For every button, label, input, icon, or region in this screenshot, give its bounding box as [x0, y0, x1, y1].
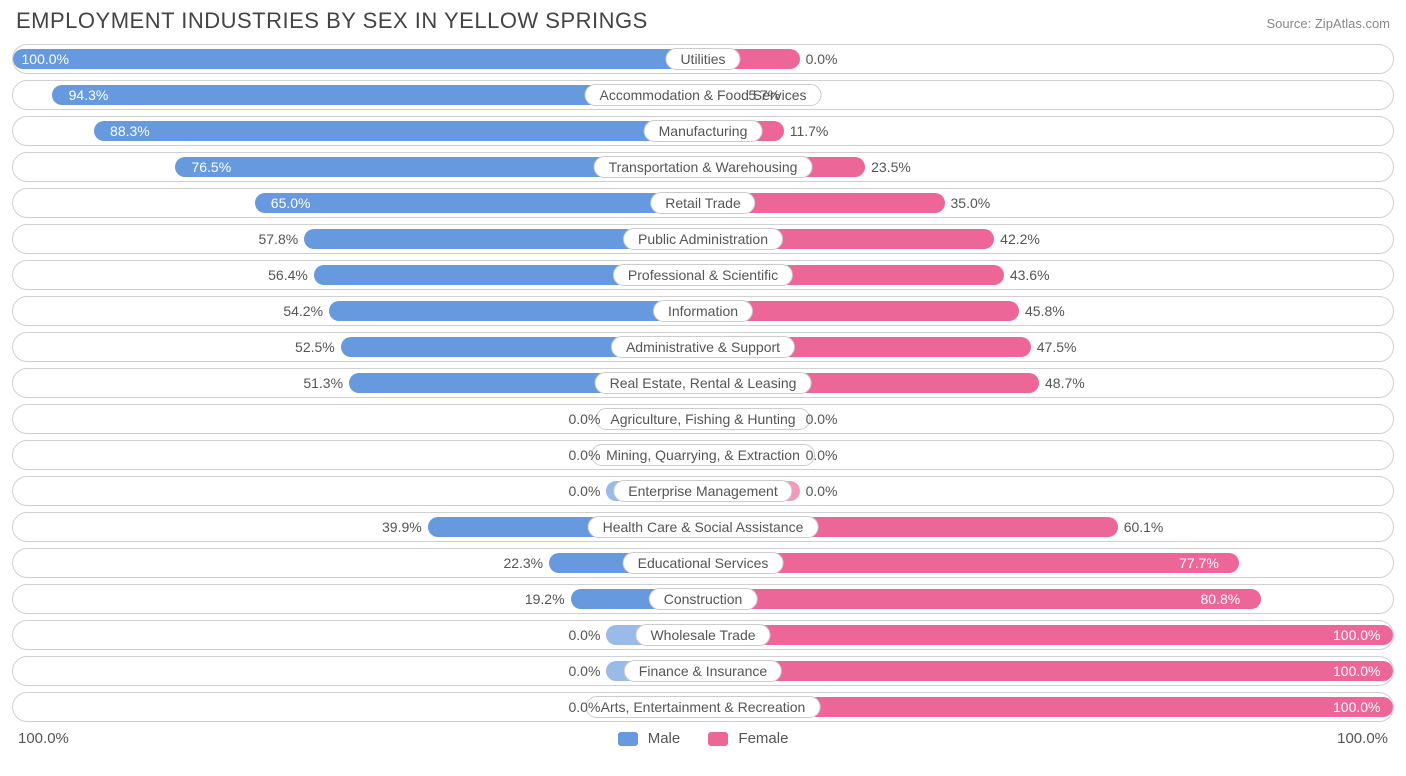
category-label: Educational Services: [623, 552, 784, 574]
category-label: Manufacturing: [644, 120, 763, 142]
axis-left-label: 100.0%: [18, 730, 69, 747]
chart-row: Educational Services 22.3% 77.7%: [12, 548, 1394, 578]
male-value: 52.5%: [295, 339, 335, 355]
chart-title: EMPLOYMENT INDUSTRIES BY SEX IN YELLOW S…: [16, 8, 648, 34]
category-label: Health Care & Social Assistance: [588, 516, 819, 538]
female-value: 0.0%: [806, 447, 838, 463]
category-label: Real Estate, Rental & Leasing: [595, 372, 812, 394]
chart-row: Wholesale Trade 0.0% 100.0%: [12, 620, 1394, 650]
male-value: 19.2%: [525, 591, 565, 607]
chart-row: Public Administration 57.8% 42.2%: [12, 224, 1394, 254]
male-bar: [329, 301, 703, 321]
female-value: 11.7%: [790, 123, 829, 139]
male-value: 56.4%: [268, 267, 308, 283]
female-value: 5.7%: [748, 87, 780, 103]
category-label: Retail Trade: [650, 192, 755, 214]
female-bar: [703, 661, 1393, 681]
chart-rows: Utilities 100.0% 0.0% Accommodation & Food …: [12, 44, 1394, 722]
male-value: 0.0%: [568, 627, 600, 643]
chart-row: Arts, Entertainment & Recreation0.0% 100.…: [12, 692, 1394, 722]
female-value: 45.8%: [1025, 303, 1065, 319]
chart-row: Accommodation & Food Services 94.3% 5.7%: [12, 80, 1394, 110]
category-label: Transportation & Warehousing: [594, 156, 813, 178]
female-value: 42.2%: [1000, 231, 1040, 247]
category-label: Enterprise Management: [613, 480, 792, 502]
category-label: Wholesale Trade: [635, 624, 770, 646]
chart-row: Agriculture, Fishing & Hunting0.0% 0.0%: [12, 404, 1394, 434]
chart-row: Professional & Scientific 56.4% 43.6%: [12, 260, 1394, 290]
category-label: Public Administration: [623, 228, 783, 250]
chart-footer: 100.0% Male Female 100.0%: [12, 730, 1394, 747]
male-value: 54.2%: [283, 303, 323, 319]
chart-header: EMPLOYMENT INDUSTRIES BY SEX IN YELLOW S…: [12, 8, 1394, 44]
female-value: 100.0%: [1333, 699, 1380, 715]
category-label: Information: [653, 300, 753, 322]
female-value: 47.5%: [1037, 339, 1077, 355]
chart-row: Finance & Insurance 0.0% 100.0%: [12, 656, 1394, 686]
male-bar: [94, 121, 703, 141]
male-value: 0.0%: [568, 447, 600, 463]
chart-row: Mining, Quarrying, & Extraction0.0% 0.0%: [12, 440, 1394, 470]
chart-row: Real Estate, Rental & Leasing 51.3% 48.7%: [12, 368, 1394, 398]
male-bar: [13, 49, 703, 69]
category-label: Construction: [649, 588, 758, 610]
legend-female-swatch: [708, 732, 728, 746]
male-value: 0.0%: [568, 699, 600, 715]
male-value: 76.5%: [191, 159, 231, 175]
male-value: 65.0%: [271, 195, 311, 211]
category-label: Professional & Scientific: [613, 264, 793, 286]
legend: Male Female: [69, 730, 1337, 747]
chart-row: Administrative & Support 52.5% 47.5%: [12, 332, 1394, 362]
male-value: 88.3%: [110, 123, 150, 139]
female-value: 0.0%: [806, 51, 838, 67]
female-value: 77.7%: [1179, 555, 1219, 571]
legend-male-swatch: [618, 732, 638, 746]
legend-female: Female: [708, 730, 788, 747]
axis-right-label: 100.0%: [1337, 730, 1388, 747]
chart-row: Manufacturing 88.3% 11.7%: [12, 116, 1394, 146]
male-value: 39.9%: [382, 519, 422, 535]
chart-row: Transportation & Warehousing 76.5% 23.5%: [12, 152, 1394, 182]
category-label: Utilities: [665, 48, 740, 70]
female-value: 60.1%: [1124, 519, 1164, 535]
female-value: 48.7%: [1045, 375, 1085, 391]
female-bar: [703, 589, 1261, 609]
chart-row: Construction 19.2% 80.8%: [12, 584, 1394, 614]
male-value: 94.3%: [69, 87, 109, 103]
male-bar: [255, 193, 704, 213]
chart-row: Information 54.2% 45.8%: [12, 296, 1394, 326]
legend-male-label: Male: [648, 730, 681, 747]
female-value: 100.0%: [1333, 663, 1380, 679]
legend-female-label: Female: [738, 730, 788, 747]
category-label: Mining, Quarrying, & Extraction: [591, 444, 815, 466]
female-value: 23.5%: [871, 159, 911, 175]
female-bar: [703, 553, 1239, 573]
chart-row: Retail Trade 65.0% 35.0%: [12, 188, 1394, 218]
male-value: 0.0%: [568, 483, 600, 499]
chart-row: Health Care & Social Assistance 39.9% 60.1…: [12, 512, 1394, 542]
female-value: 100.0%: [1333, 627, 1380, 643]
female-value: 43.6%: [1010, 267, 1050, 283]
male-value: 57.8%: [258, 231, 298, 247]
category-label: Arts, Entertainment & Recreation: [586, 696, 821, 718]
chart-row: Utilities 100.0% 0.0%: [12, 44, 1394, 74]
male-value: 22.3%: [503, 555, 543, 571]
category-label: Administrative & Support: [611, 336, 795, 358]
male-value: 0.0%: [568, 663, 600, 679]
category-label: Finance & Insurance: [624, 660, 782, 682]
male-value: 100.0%: [22, 51, 69, 67]
male-value: 0.0%: [568, 411, 600, 427]
female-value: 80.8%: [1201, 591, 1241, 607]
male-value: 51.3%: [303, 375, 343, 391]
category-label: Agriculture, Fishing & Hunting: [595, 408, 810, 430]
category-label: Accommodation & Food Services: [585, 84, 822, 106]
female-value: 0.0%: [806, 411, 838, 427]
female-value: 35.0%: [951, 195, 991, 211]
female-value: 0.0%: [806, 483, 838, 499]
female-bar: [703, 625, 1393, 645]
chart-row: Enterprise Management 0.0% 0.0%: [12, 476, 1394, 506]
legend-male: Male: [618, 730, 681, 747]
chart-source: Source: ZipAtlas.com: [1266, 16, 1390, 31]
